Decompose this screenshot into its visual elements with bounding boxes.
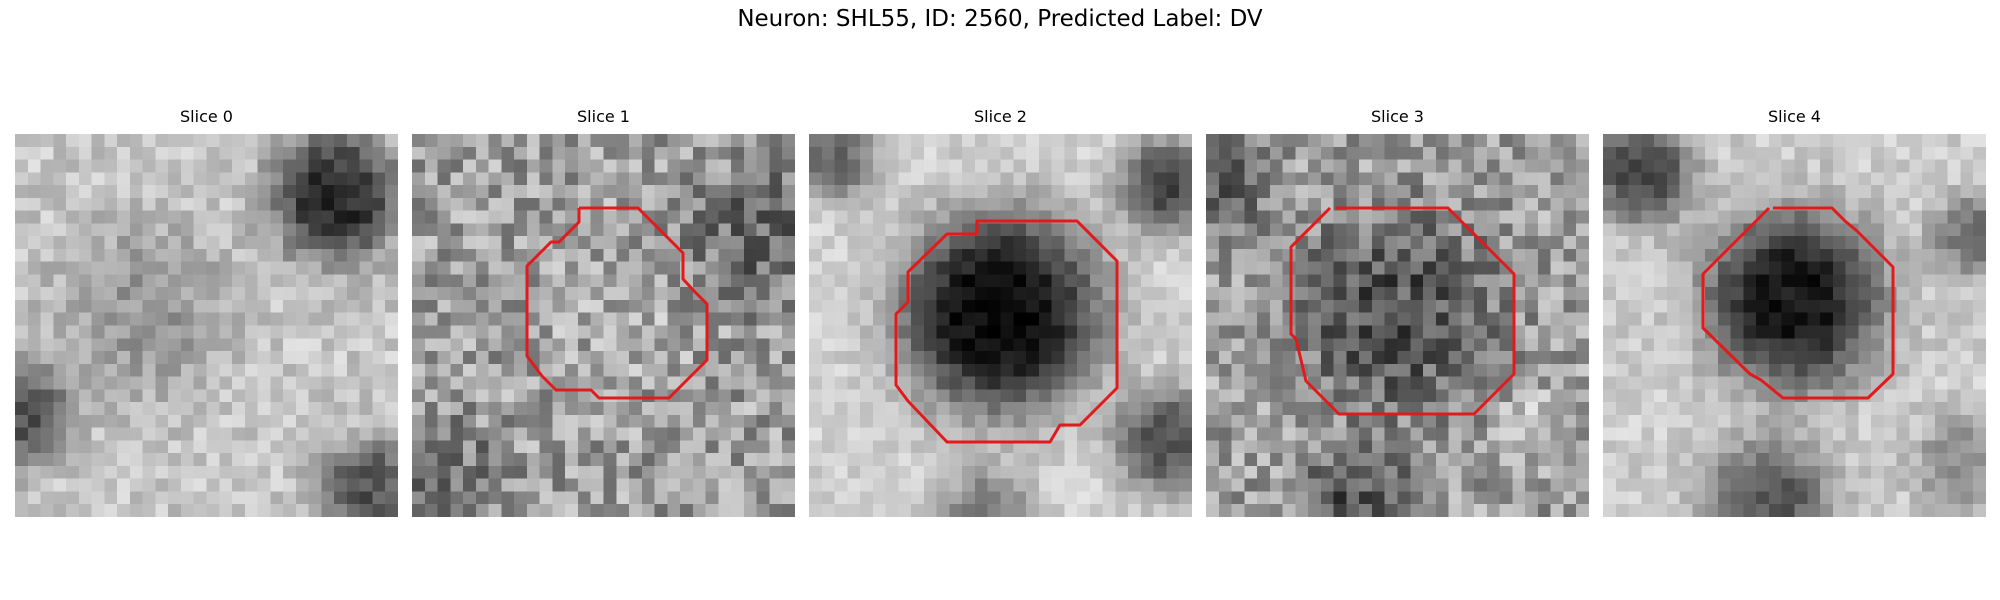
slice-title: Slice 0 — [180, 107, 233, 126]
cell-contour — [525, 206, 709, 400]
slice-image — [412, 134, 795, 517]
slice-image — [809, 134, 1192, 517]
slice-panel-3: Slice 3 — [1206, 107, 1589, 517]
slice-title: Slice 4 — [1768, 107, 1821, 126]
slice-title: Slice 1 — [577, 107, 630, 126]
cell-contour — [1289, 206, 1516, 416]
slice-image — [15, 134, 398, 517]
figure-title: Neuron: SHL55, ID: 2560, Predicted Label… — [737, 6, 1263, 32]
slice-title: Slice 2 — [974, 107, 1027, 126]
slice-image — [1206, 134, 1589, 517]
cell-contour — [1701, 206, 1895, 400]
slice-title: Slice 3 — [1371, 107, 1424, 126]
slice-image — [1603, 134, 1986, 517]
slice-panel-2: Slice 2 — [809, 107, 1192, 517]
cell-contour — [894, 219, 1119, 444]
slice-panel-0: Slice 0 — [15, 107, 398, 517]
slice-panel-1: Slice 1 — [412, 107, 795, 517]
slice-panel-4: Slice 4 — [1603, 107, 1986, 517]
